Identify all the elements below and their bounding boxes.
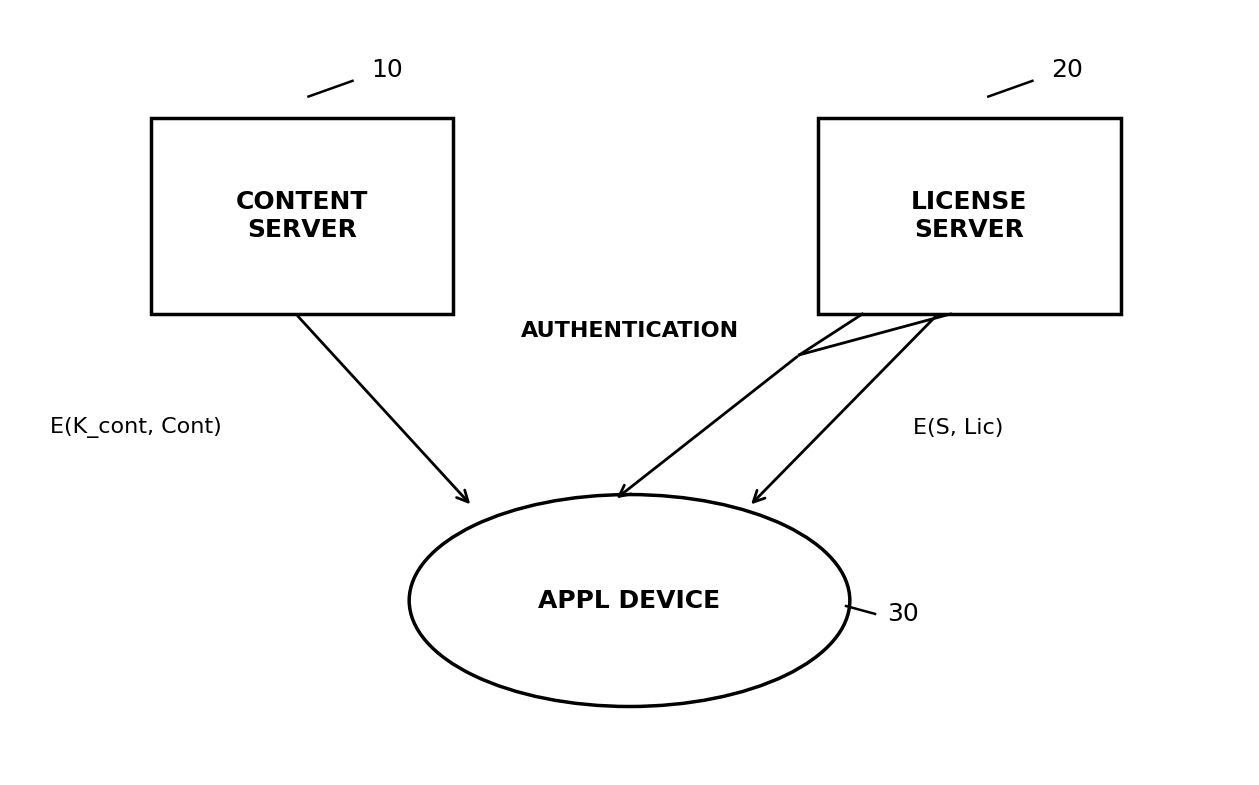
- Text: E(S, Lic): E(S, Lic): [913, 418, 1003, 438]
- Text: 20: 20: [1051, 58, 1083, 82]
- Text: CONTENT
SERVER: CONTENT SERVER: [235, 190, 369, 242]
- Text: 10: 10: [371, 58, 403, 82]
- Text: APPL DEVICE: APPL DEVICE: [539, 589, 720, 612]
- Ellipse shape: [409, 495, 850, 706]
- Text: LICENSE
SERVER: LICENSE SERVER: [912, 190, 1027, 242]
- Text: 30: 30: [888, 602, 919, 626]
- Bar: [151, 118, 453, 314]
- Bar: [818, 118, 1121, 314]
- Text: E(K_cont, Cont): E(K_cont, Cont): [50, 418, 222, 438]
- Text: AUTHENTICATION: AUTHENTICATION: [520, 322, 739, 341]
